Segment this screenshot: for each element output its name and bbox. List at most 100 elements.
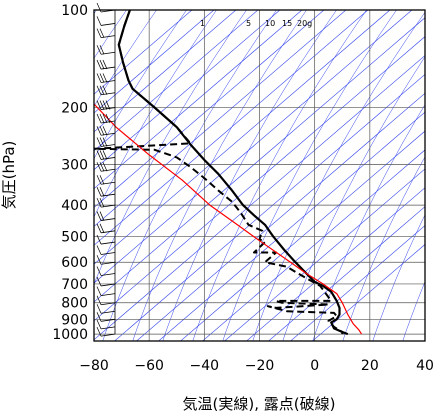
y-tick-label: 1000 bbox=[52, 327, 88, 343]
isotherm-line bbox=[94, 10, 303, 189]
isotherm-line bbox=[94, 10, 413, 284]
adiabat-line bbox=[312, 104, 425, 341]
wind-barb-flag bbox=[99, 175, 105, 185]
wind-barb-shaft bbox=[100, 181, 116, 185]
wind-barb-flag bbox=[102, 162, 108, 172]
isotherm-line bbox=[290, 225, 425, 341]
wind-barb-flag bbox=[96, 286, 102, 296]
y-tick-label: 900 bbox=[61, 312, 88, 328]
mixing-ratio-label: 5 bbox=[246, 19, 251, 28]
mixing-ratio-label: 15 bbox=[282, 19, 292, 28]
wind-barb-flag bbox=[99, 100, 105, 110]
wind-barb-flag bbox=[102, 137, 108, 147]
wind-barb-flag bbox=[96, 295, 102, 305]
wind-barb bbox=[96, 16, 116, 26]
wind-barb bbox=[96, 113, 116, 124]
wind-barb-flag bbox=[96, 100, 102, 110]
wind-barb-shaft bbox=[100, 293, 116, 297]
wind-barb-flag bbox=[99, 113, 105, 124]
parcel-curve-line bbox=[94, 103, 363, 335]
wind-barb bbox=[96, 137, 116, 147]
adiabat-line bbox=[94, 10, 97, 15]
wind-barb-flag bbox=[96, 255, 102, 265]
y-tick-label: 100 bbox=[61, 3, 88, 19]
adiabat-line bbox=[102, 10, 277, 341]
wind-barb-flag bbox=[96, 326, 102, 337]
wind-barb-flag bbox=[96, 73, 102, 83]
wind-barb bbox=[96, 162, 116, 172]
isotherm-line bbox=[312, 244, 425, 341]
isotherm-line bbox=[94, 10, 281, 171]
wind-barb-shaft bbox=[100, 80, 116, 83]
wind-barb-shaft bbox=[100, 310, 116, 314]
wind-barb bbox=[96, 255, 116, 265]
y-tick-label: 600 bbox=[61, 255, 88, 271]
wind-barb-flag bbox=[96, 162, 102, 172]
wind-barb-flag bbox=[99, 59, 105, 70]
x-tick-label: −60 bbox=[134, 358, 164, 374]
wind-barb-flag bbox=[99, 137, 105, 147]
wind-barb-flag bbox=[102, 150, 108, 160]
isotherm-line bbox=[94, 55, 425, 341]
wind-barb-flag bbox=[96, 28, 102, 38]
wind-barb-flag bbox=[96, 150, 102, 160]
wind-barb-flag bbox=[99, 28, 105, 38]
y-tick-label: 800 bbox=[61, 296, 88, 312]
wind-barb bbox=[96, 266, 116, 276]
wind-barb bbox=[96, 211, 116, 221]
wind-barb-flag bbox=[96, 211, 102, 221]
wind-barb bbox=[96, 175, 116, 185]
wind-barb-flag bbox=[96, 187, 102, 197]
wind-barb bbox=[96, 276, 116, 287]
wind-barb-shaft bbox=[100, 326, 116, 330]
wind-barb bbox=[96, 312, 116, 322]
wind-barb-flag bbox=[96, 234, 102, 245]
x-tick-label: −20 bbox=[245, 358, 275, 374]
wind-barb bbox=[96, 295, 116, 306]
wind-barb-shaft bbox=[100, 107, 116, 110]
wind-barb-shaft bbox=[100, 35, 116, 39]
wind-barb-flag bbox=[99, 162, 105, 172]
x-tick-label: −80 bbox=[79, 358, 109, 374]
x-axis-title: 気温(実線), 露点(破線) bbox=[183, 395, 336, 412]
wind-barb-shaft bbox=[100, 333, 116, 337]
mixing-ratio-label: 20g bbox=[297, 19, 312, 28]
wind-barb-flag bbox=[96, 126, 102, 136]
wind-barbs bbox=[96, 2, 116, 337]
plot-frame bbox=[93, 9, 426, 342]
wind-barb-flag bbox=[99, 187, 105, 197]
isotherm-line bbox=[158, 111, 425, 341]
wind-barb-flag bbox=[99, 73, 105, 83]
wind-barb-flag bbox=[96, 85, 102, 95]
mixing-ratio-labels: 1 5 10 15 20g bbox=[200, 19, 312, 28]
y-axis-title: 気圧(hPa) bbox=[0, 141, 18, 210]
wind-barb-flag bbox=[102, 113, 108, 124]
adiabat-line bbox=[94, 10, 127, 59]
x-tick-label: 20 bbox=[361, 358, 379, 374]
wind-barb-flag bbox=[99, 126, 105, 136]
wind-barb-flag bbox=[99, 223, 105, 233]
wind-barb-flag bbox=[99, 85, 105, 95]
isotherm-line bbox=[94, 10, 193, 95]
wind-barb bbox=[96, 59, 116, 70]
isotherm-line bbox=[224, 168, 425, 341]
adiabat-line bbox=[192, 10, 367, 341]
wind-barb-flag bbox=[96, 16, 102, 26]
wind-barb-shaft bbox=[100, 218, 116, 221]
wind-barb-flag bbox=[96, 266, 102, 276]
wind-barb bbox=[96, 326, 116, 337]
guide-lines bbox=[94, 10, 425, 341]
wind-barb-flag bbox=[96, 223, 102, 233]
wind-barb-flag bbox=[99, 45, 105, 55]
wind-barb-flag bbox=[96, 245, 102, 255]
wind-barb bbox=[96, 245, 116, 255]
wind-barb-flag bbox=[102, 100, 108, 110]
wind-barb bbox=[96, 286, 116, 297]
wind-barb-shaft bbox=[100, 51, 116, 55]
wind-barb bbox=[96, 223, 116, 234]
wind-barb-flag bbox=[96, 137, 102, 147]
wind-barb-shaft bbox=[100, 302, 116, 306]
wind-barb-flag bbox=[102, 126, 108, 136]
